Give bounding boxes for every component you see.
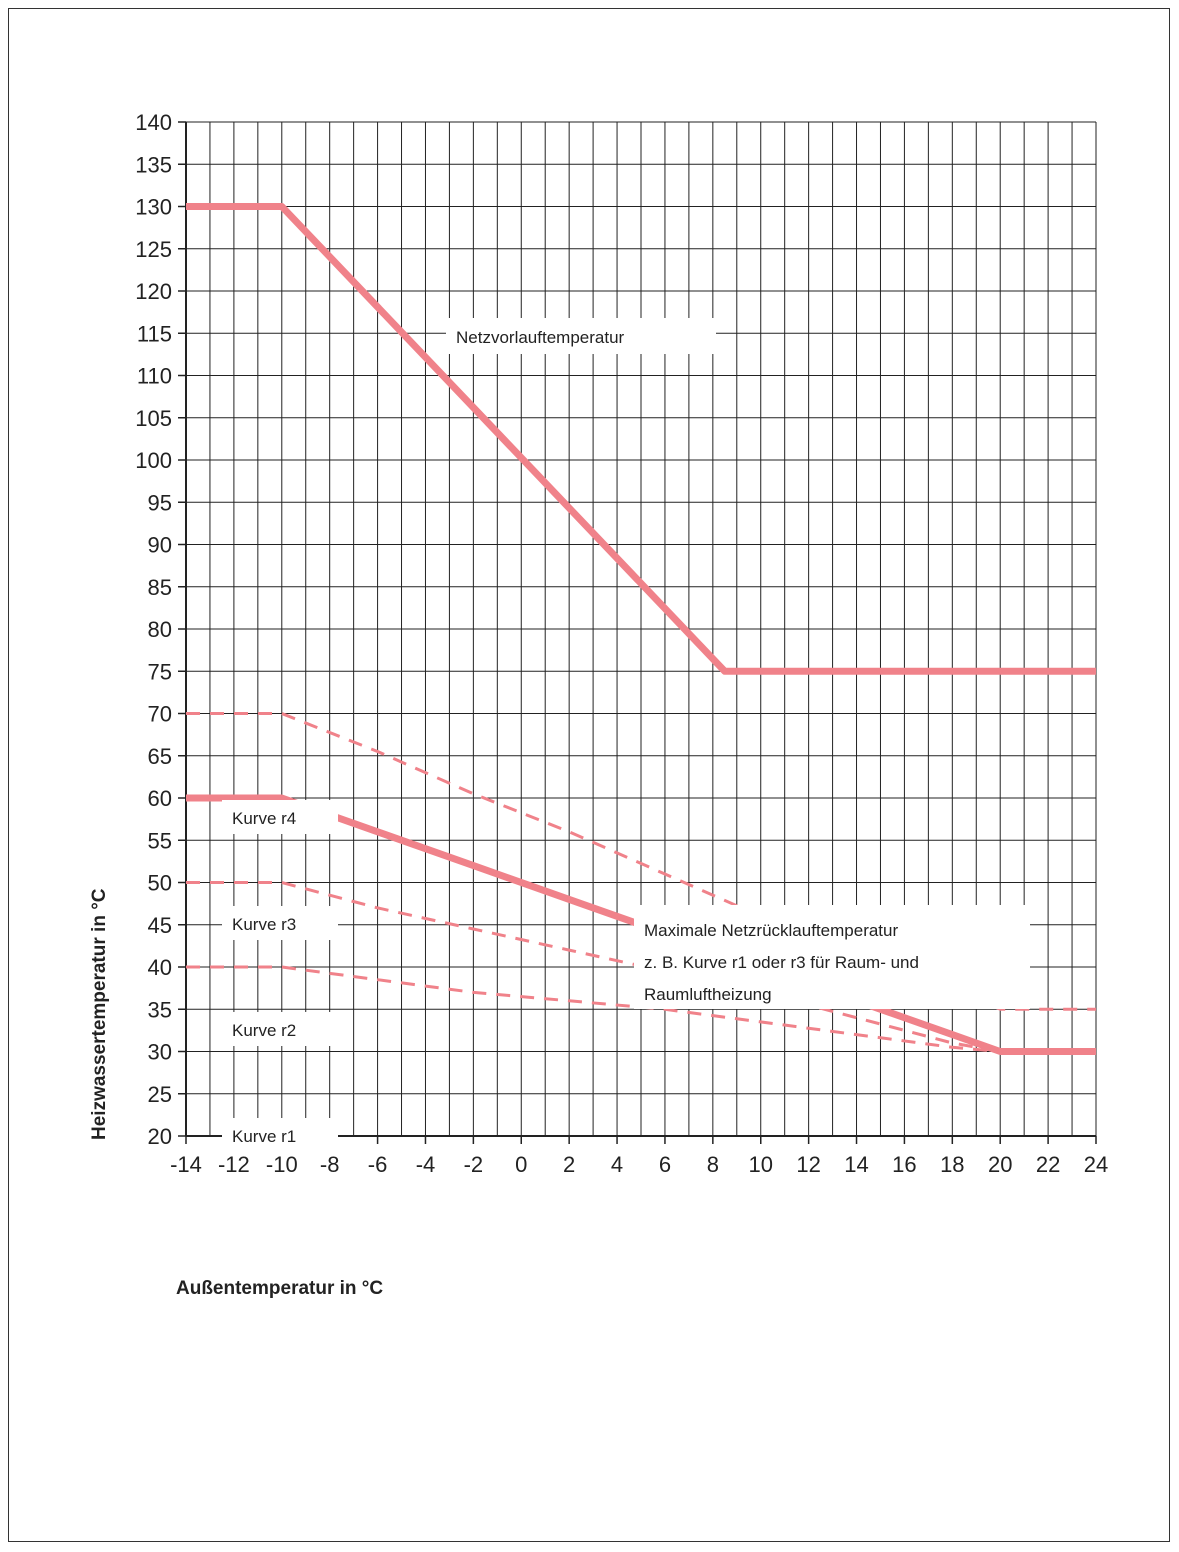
label-bg-max	[634, 905, 1030, 1009]
y-tick-label: 45	[148, 913, 172, 938]
y-tick-label: 120	[135, 279, 172, 304]
y-tick-label: 50	[148, 871, 172, 896]
y-tick-label: 135	[135, 152, 172, 177]
y-tick-label: 25	[148, 1082, 172, 1107]
y-tick-label: 90	[148, 533, 172, 558]
x-tick-label: 0	[515, 1152, 527, 1177]
x-tick-label: -4	[416, 1152, 436, 1177]
y-tick-label: 20	[148, 1124, 172, 1149]
y-tick-label: 110	[137, 364, 172, 389]
label-kurve-r4: Kurve r4	[232, 809, 296, 828]
y-tick-label: 115	[137, 321, 172, 346]
label-max-line2: z. B. Kurve r1 oder r3 für Raum- und	[644, 953, 919, 972]
x-tick-label: 12	[796, 1152, 820, 1177]
x-tick-label: 4	[611, 1152, 623, 1177]
x-tick-label: -12	[218, 1152, 250, 1177]
x-axis-title: Außentemperatur in °C	[176, 1278, 383, 1299]
y-tick-label: 30	[148, 1040, 172, 1065]
y-tick-label: 85	[148, 575, 172, 600]
y-tick-label: 40	[148, 955, 172, 980]
x-tick-label: 10	[748, 1152, 772, 1177]
series-line-kurve-r1	[186, 965, 1096, 1053]
label-bg-r1	[222, 1118, 338, 1152]
label-bg-r4	[222, 800, 338, 834]
x-tick-label: -2	[464, 1152, 484, 1177]
x-tick-label: -8	[320, 1152, 340, 1177]
y-axis-title: Heizwassertemperatur in °C	[89, 888, 110, 1140]
label-kurve-r2: Kurve r2	[232, 1021, 296, 1040]
x-tick-label: 6	[659, 1152, 671, 1177]
x-tick-label: 8	[707, 1152, 719, 1177]
y-tick-label: 70	[148, 702, 172, 727]
x-tick-label: 22	[1036, 1152, 1060, 1177]
x-tick-label: 18	[940, 1152, 964, 1177]
y-tick-label: 125	[135, 237, 172, 262]
x-tick-label: -10	[266, 1152, 298, 1177]
label-bg-r2	[222, 1012, 338, 1046]
x-tick-label: -14	[170, 1152, 202, 1177]
y-tick-label: 140	[135, 110, 172, 135]
y-tick-label: 75	[148, 659, 172, 684]
series-line-kurve-r4	[186, 712, 1096, 1011]
y-tick-label: 100	[135, 448, 172, 473]
annotations: Netzvorlauftemperatur Kurve r4 Kurve r3 …	[222, 318, 1030, 1152]
chart-frame	[8, 8, 1170, 1542]
label-max-line1: Maximale Netzrücklauftemperatur	[644, 921, 898, 940]
y-tick-label: 35	[148, 997, 172, 1022]
x-tick-label: 2	[563, 1152, 575, 1177]
label-max-line3: Raumluftheizung	[644, 985, 772, 1004]
y-tick-label: 130	[135, 195, 172, 220]
y-tick-label: 95	[148, 490, 172, 515]
y-tick-label: 105	[135, 406, 172, 431]
label-bg-r3	[222, 906, 338, 940]
x-tick-label: 16	[892, 1152, 916, 1177]
x-tick-label: -6	[368, 1152, 388, 1177]
label-kurve-r1: Kurve r1	[232, 1127, 296, 1146]
series-line-netzvorlauftemperatur	[186, 203, 1096, 675]
label-netzvorlauf: Netzvorlauftemperatur	[456, 328, 625, 347]
label-kurve-r3: Kurve r3	[232, 915, 296, 934]
y-tick-label: 55	[148, 828, 172, 853]
axes: 2025303540455055606570758085909510010511…	[135, 110, 1108, 1177]
y-tick-label: 80	[148, 617, 172, 642]
x-tick-label: 14	[844, 1152, 868, 1177]
x-tick-label: 20	[988, 1152, 1012, 1177]
label-bg-netzvorlauf	[446, 318, 716, 354]
y-tick-label: 65	[148, 744, 172, 769]
x-tick-label: 24	[1084, 1152, 1108, 1177]
y-tick-label: 60	[148, 786, 172, 811]
